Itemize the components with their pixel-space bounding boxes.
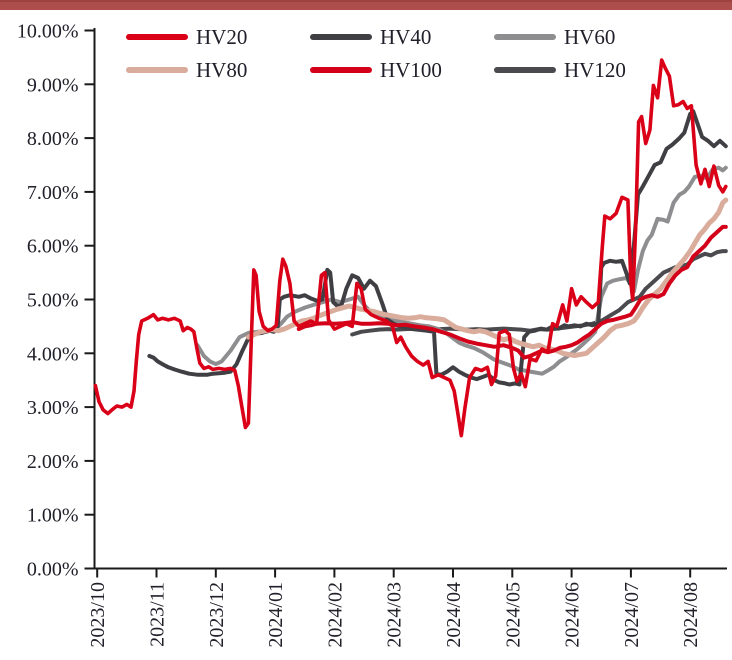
y-axis-label: 2.00% xyxy=(27,451,79,473)
y-axis-label: 4.00% xyxy=(27,343,79,365)
series-line-hv60 xyxy=(195,165,728,376)
x-axis-label: 2024/06 xyxy=(562,582,584,648)
legend-swatch-hv120 xyxy=(494,67,556,73)
y-axis-label: 8.00% xyxy=(27,128,79,150)
series-line-hv80 xyxy=(245,197,729,358)
legend-swatch-hv80 xyxy=(126,67,188,73)
legend-label-hv20: HV20 xyxy=(196,24,248,49)
legend-item-hv120: HV120 xyxy=(494,57,678,83)
top-accent-bar xyxy=(0,0,732,10)
legend-swatch-hv40 xyxy=(310,34,372,40)
x-axis-label: 2024/03 xyxy=(384,582,406,648)
x-axis-label: 2024/04 xyxy=(443,582,465,648)
x-axis-label: 2024/08 xyxy=(680,582,702,648)
y-axis-label: 0.00% xyxy=(27,559,79,581)
y-axis-label: 10.00% xyxy=(17,21,79,43)
y-axis-label: 7.00% xyxy=(27,182,79,204)
legend-swatch-hv100 xyxy=(310,67,372,73)
x-axis-label: 2024/05 xyxy=(502,582,524,648)
legend-label-hv100: HV100 xyxy=(380,57,442,82)
legend-label-hv80: HV80 xyxy=(196,57,248,82)
legend-item-hv40: HV40 xyxy=(310,24,494,50)
legend-item-hv80: HV80 xyxy=(126,57,310,83)
y-axis-label: 6.00% xyxy=(27,236,79,258)
legend-label-hv60: HV60 xyxy=(564,24,616,49)
legend-item-hv20: HV20 xyxy=(126,24,310,50)
legend-item-hv100: HV100 xyxy=(310,57,494,83)
legend-label-hv40: HV40 xyxy=(380,24,432,49)
y-axis-label: 1.00% xyxy=(27,505,79,527)
x-axis-label: 2023/10 xyxy=(87,582,109,648)
legend-label-hv120: HV120 xyxy=(564,57,626,82)
y-axis-label: 3.00% xyxy=(27,397,79,419)
x-axis-label: 2024/02 xyxy=(324,582,346,648)
x-axis-label: 2024/07 xyxy=(621,582,643,648)
x-axis-label: 2023/11 xyxy=(147,582,169,647)
y-axis-label: 9.00% xyxy=(27,74,79,96)
x-axis-label: 2024/01 xyxy=(265,582,287,648)
x-axis-label: 2023/12 xyxy=(206,582,228,648)
chart-legend: HV20 HV40 HV60 HV80 HV100 HV120 xyxy=(126,24,678,83)
legend-swatch-hv20 xyxy=(126,34,188,40)
legend-item-hv60: HV60 xyxy=(494,24,678,50)
legend-swatch-hv60 xyxy=(494,34,556,40)
y-axis-label: 5.00% xyxy=(27,290,79,312)
series-line-hv20 xyxy=(93,58,728,438)
